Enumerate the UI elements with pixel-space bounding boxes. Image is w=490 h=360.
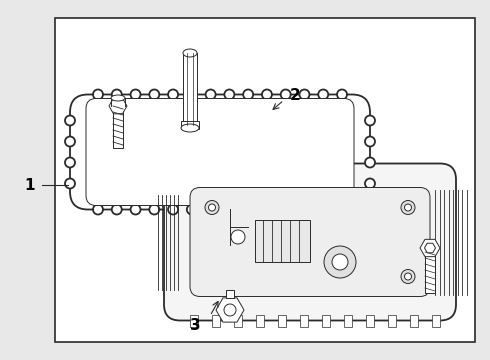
- Circle shape: [168, 204, 178, 215]
- Circle shape: [65, 158, 75, 167]
- Circle shape: [168, 90, 178, 99]
- Bar: [226, 290, 234, 298]
- Circle shape: [149, 204, 159, 215]
- Circle shape: [262, 204, 272, 215]
- Circle shape: [401, 201, 415, 215]
- Ellipse shape: [181, 124, 199, 132]
- Circle shape: [65, 179, 75, 189]
- Circle shape: [187, 204, 197, 215]
- Circle shape: [318, 204, 328, 215]
- Bar: [410, 315, 418, 327]
- Circle shape: [224, 204, 234, 215]
- Bar: [255, 220, 310, 262]
- Circle shape: [365, 179, 375, 189]
- Bar: [432, 315, 440, 327]
- Circle shape: [93, 90, 103, 99]
- Circle shape: [209, 204, 216, 211]
- Circle shape: [224, 90, 234, 99]
- Circle shape: [65, 136, 75, 147]
- Circle shape: [318, 90, 328, 99]
- Circle shape: [401, 270, 415, 284]
- Circle shape: [332, 254, 348, 270]
- FancyBboxPatch shape: [86, 99, 354, 206]
- Circle shape: [405, 204, 412, 211]
- Circle shape: [299, 204, 310, 215]
- Circle shape: [281, 204, 291, 215]
- Circle shape: [262, 90, 272, 99]
- Circle shape: [324, 246, 356, 278]
- Circle shape: [206, 204, 216, 215]
- Bar: [256, 315, 264, 327]
- Text: 3: 3: [190, 318, 200, 333]
- Bar: [181, 121, 199, 129]
- Circle shape: [130, 204, 141, 215]
- Bar: [366, 315, 374, 327]
- FancyBboxPatch shape: [70, 95, 370, 210]
- Circle shape: [337, 90, 347, 99]
- Circle shape: [231, 230, 245, 244]
- Circle shape: [206, 90, 216, 99]
- Circle shape: [405, 273, 412, 280]
- Ellipse shape: [111, 95, 125, 101]
- Circle shape: [365, 158, 375, 167]
- Circle shape: [93, 204, 103, 215]
- Bar: [322, 315, 330, 327]
- Circle shape: [365, 116, 375, 126]
- Circle shape: [299, 90, 310, 99]
- Circle shape: [205, 201, 219, 215]
- Text: 2: 2: [290, 87, 300, 103]
- Bar: [113, 106, 123, 148]
- Bar: [212, 315, 220, 327]
- Circle shape: [112, 204, 122, 215]
- FancyBboxPatch shape: [164, 163, 456, 320]
- Bar: [55, 18, 475, 342]
- Bar: [278, 315, 286, 327]
- Circle shape: [187, 90, 197, 99]
- Circle shape: [149, 90, 159, 99]
- Bar: [425, 248, 435, 293]
- Circle shape: [281, 90, 291, 99]
- Circle shape: [243, 204, 253, 215]
- Circle shape: [112, 90, 122, 99]
- Circle shape: [130, 90, 141, 99]
- Ellipse shape: [183, 49, 197, 57]
- Circle shape: [65, 116, 75, 126]
- Text: 1: 1: [25, 177, 35, 193]
- Bar: [190, 315, 198, 327]
- Circle shape: [337, 204, 347, 215]
- Circle shape: [365, 136, 375, 147]
- Bar: [183, 53, 197, 128]
- FancyBboxPatch shape: [190, 188, 430, 297]
- Bar: [388, 315, 396, 327]
- Circle shape: [224, 304, 236, 316]
- Bar: [300, 315, 308, 327]
- Circle shape: [243, 90, 253, 99]
- Bar: [234, 315, 242, 327]
- Bar: [344, 315, 352, 327]
